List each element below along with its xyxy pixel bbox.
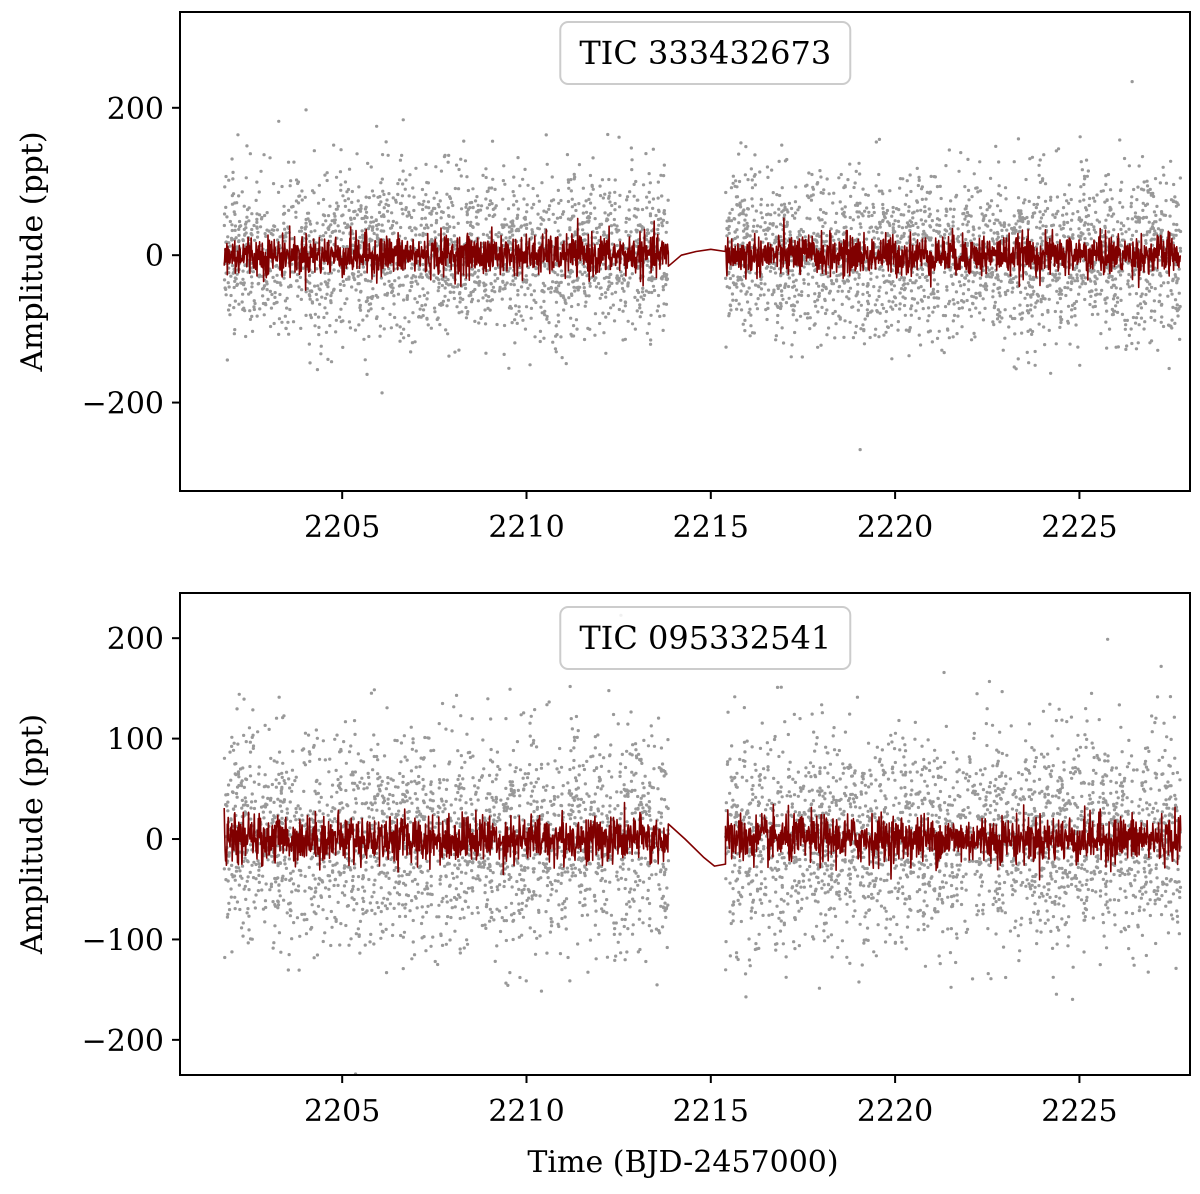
legend-box-bottom [559,606,852,670]
smoothed-line-path [223,801,1182,881]
legend-top: TIC 333432673 [559,21,852,85]
y-tick-label: 0 [145,823,164,858]
x-tick-label: 2205 [304,510,380,545]
panel-bottom: 2205 2210 2215 2220 2225 −200 −100 0 100 200 Ampl… [15,592,1191,1129]
x-tick-label: 2225 [1041,1094,1117,1129]
ticks-bottom: 2205 2210 2215 2220 2225 −200 −100 0 100 200 [82,622,1118,1129]
x-tick-label: 2210 [488,1094,564,1129]
y-tick-label: 200 [107,622,164,657]
plot-frame-top [179,11,1191,492]
y-tick-label: 200 [107,92,164,127]
x-tick-label: 2220 [857,510,933,545]
smoothed-line-bottom [223,801,1182,881]
x-tick-label: 2210 [488,510,564,545]
y-tick-label: 0 [145,239,164,274]
y-tick-label: −200 [82,1024,164,1059]
panel-top: 2205 2210 2215 2220 2225 −200 0 200 Amplitude (… [15,11,1191,545]
y-axis-label-bottom: Amplitude (ppt) [15,714,50,955]
x-tick-label: 2205 [304,1094,380,1129]
smoothed-line-path [223,217,1182,291]
x-tick-label: 2215 [673,1094,749,1129]
legend-box-top [559,21,852,85]
y-tick-label: −100 [82,923,164,958]
x-axis-label: Time (BJD-2457000) [527,1145,838,1180]
legend-label-top: TIC 333432673 [579,34,831,72]
x-tick-label: 2220 [857,1094,933,1129]
smoothed-line-top [223,217,1182,291]
legend-label-bottom: TIC 095332541 [579,619,831,657]
legend-bottom: TIC 095332541 [559,606,852,670]
plot-frame-bottom [179,592,1191,1076]
x-tick-label: 2225 [1041,510,1117,545]
y-tick-label: 100 [107,723,164,758]
x-tick-label: 2215 [673,510,749,545]
y-tick-label: −200 [82,387,164,422]
ticks-top: 2205 2210 2215 2220 2225 −200 0 200 [82,92,1118,545]
y-axis-label-top: Amplitude (ppt) [15,131,50,372]
